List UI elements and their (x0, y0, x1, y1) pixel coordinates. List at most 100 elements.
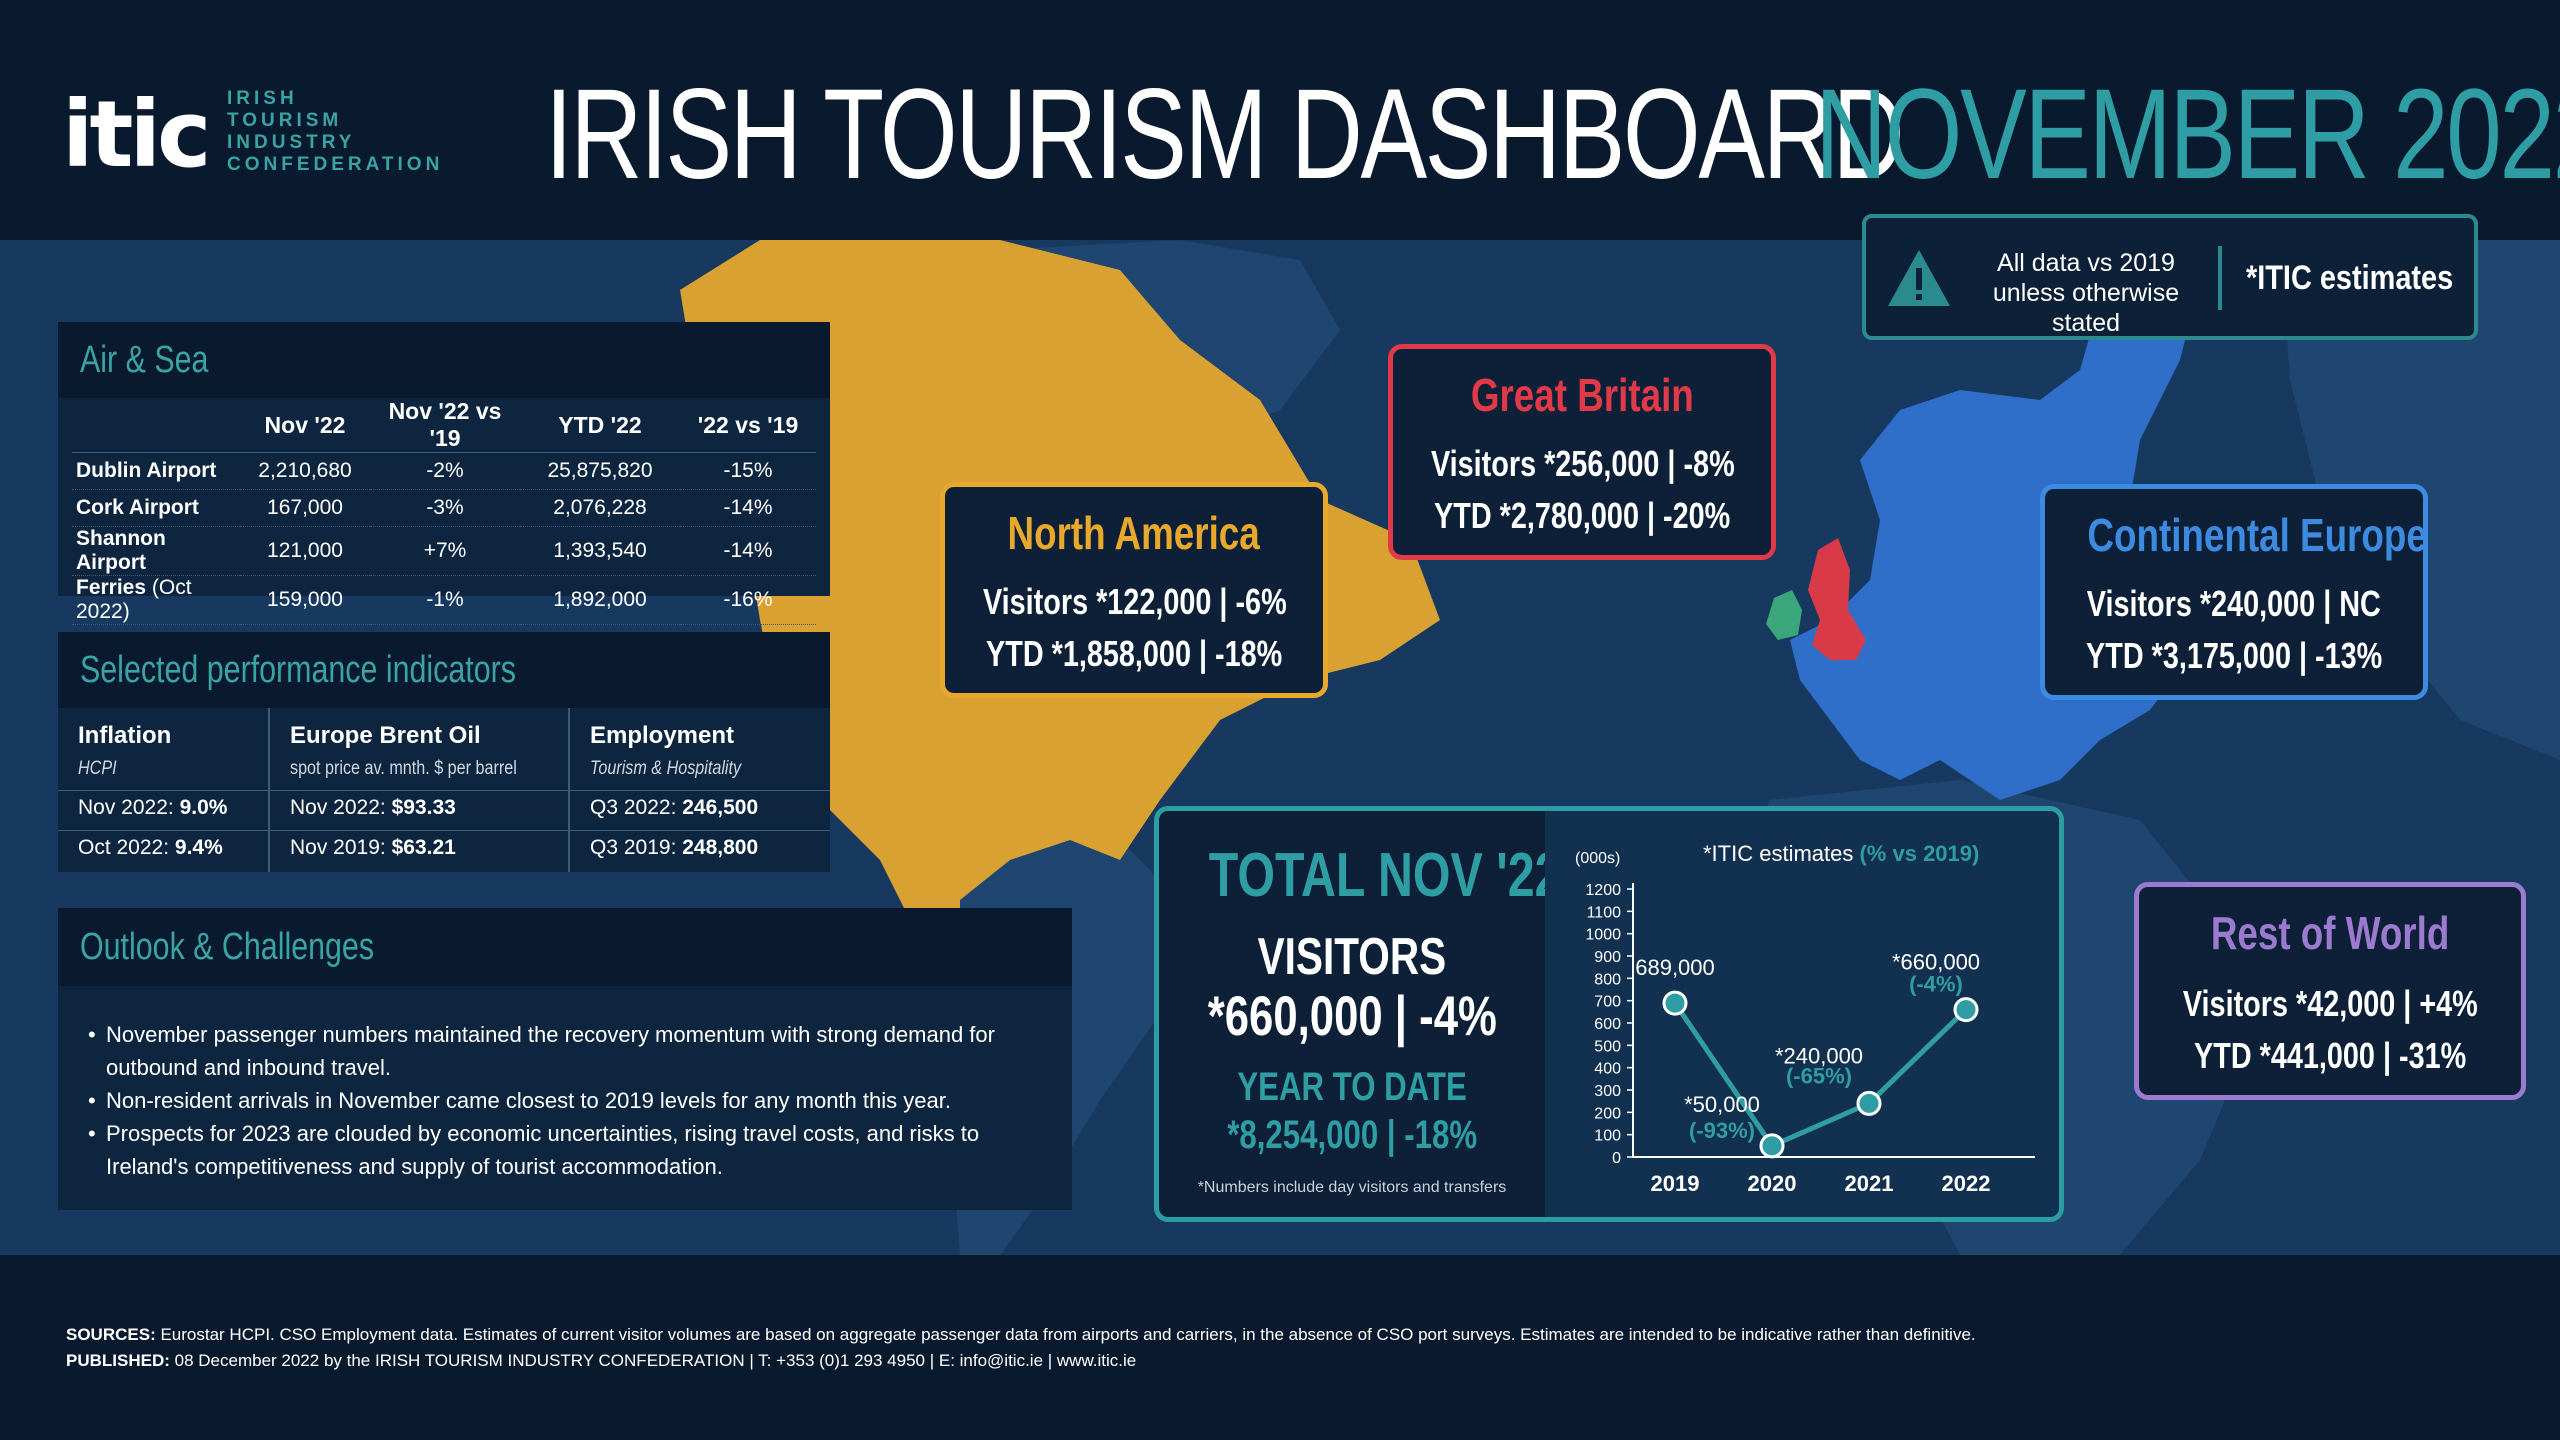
region-visitors: Visitors *240,000 | NC (2086, 583, 2382, 624)
published-note: PUBLISHED: 08 December 2022 by the IRISH… (66, 1351, 1137, 1370)
estimates-note: *ITIC estimates (2246, 259, 2454, 297)
outlook-list: November passenger numbers maintained th… (88, 1018, 1058, 1183)
indicator-subtitle: spot price av. mnth. $ per barrel (290, 758, 517, 779)
logo-mark: itic (62, 81, 212, 188)
region-name: North America (1007, 507, 1261, 559)
table-row: Ferries (Oct 2022) 159,000 -1% 1,892,000… (72, 575, 816, 625)
cell: -16% (680, 575, 816, 625)
y-axis-label: (000s) (1575, 850, 1620, 867)
indicator-value: Q3 2019: 248,800 (590, 836, 759, 859)
indicator-value: Nov 2022: $93.33 (290, 796, 456, 819)
inflation-indicator: Inflation HCPI Nov 2022: 9.0% Oct 2022: … (58, 708, 268, 872)
table-row: Shannon Airport 121,000 +7% 1,393,540 -1… (72, 526, 816, 576)
list-item: Non-resident arrivals in November came c… (88, 1084, 1058, 1117)
region-ytd: YTD *2,780,000 | -20% (1433, 495, 1731, 536)
employment-indicator: Employment Tourism & Hospitality Q3 2022… (568, 708, 830, 872)
region-visitors: Visitors *42,000 | +4% (2182, 983, 2478, 1024)
warning-icon (1888, 250, 1950, 306)
region-ytd: YTD *3,175,000 | -13% (2085, 635, 2383, 676)
chart-title-highlight: (% vs 2019) (1859, 841, 1979, 866)
indicator-subtitle: Tourism & Hospitality (590, 758, 742, 779)
cell: 1,892,000 (520, 575, 680, 625)
ytd-label: YEAR TO DATE (1237, 1065, 1467, 1109)
outlook-panel: Outlook & Challenges November passenger … (58, 908, 1072, 1210)
x-tick-label: 2019 (1651, 1171, 1700, 1196)
visitors-chart: *ITIC estimates (% vs 2019) (000s) 0 100 2… (1545, 811, 2059, 1217)
region-name: Great Britain (1470, 369, 1694, 421)
sources-note: SOURCES: Eurostar HCPI. CSO Employment d… (66, 1325, 1976, 1344)
pct-label: (-65%) (1786, 1063, 1852, 1088)
cell: 159,000 (240, 575, 370, 625)
indicator-value: Nov 2019: $63.21 (290, 836, 456, 859)
cell: 2,210,680 (240, 452, 370, 490)
cell: -1% (370, 575, 520, 625)
great-britain-shape (1808, 538, 1866, 660)
visitors-label: VISITORS (1257, 928, 1447, 986)
air-sea-table: Nov '22 Nov '22 vs '19 YTD '22 '22 vs '1… (72, 398, 816, 625)
row-label: Ferries (Oct 2022) (72, 575, 240, 625)
report-period: NOVEMBER 2022 (1815, 63, 2560, 206)
performance-panel: Selected performance indicators Inflatio… (58, 632, 830, 872)
data-label: *660,000 (1892, 950, 1980, 975)
panel-title: Selected performance indicators (58, 632, 830, 708)
ytd-value: *8,254,000 | -18% (1227, 1113, 1477, 1157)
indicator-title: Inflation (78, 722, 172, 749)
data-label: *50,000 (1684, 1092, 1760, 1117)
logo-word: IRISH (227, 88, 298, 109)
oil-indicator: Europe Brent Oil spot price av. mnth. $ … (268, 708, 568, 872)
data-label: *240,000 (1775, 1043, 1863, 1068)
logo-word: CONFEDERATION (227, 154, 444, 175)
y-tick-label: 900 (1594, 949, 1621, 966)
page-title: IRISH TOURISM DASHBOARD (545, 63, 1904, 206)
cell: +7% (370, 526, 520, 576)
cell: 121,000 (240, 526, 370, 576)
data-label: 689,000 (1635, 955, 1715, 980)
total-summary: TOTAL NOV '22 VISITORS *660,000 | -4% YE… (1159, 811, 1562, 1217)
divider (58, 830, 830, 831)
cell: 167,000 (240, 489, 370, 527)
table-row: Cork Airport 167,000 -3% 2,076,228 -14% (72, 489, 816, 527)
cell: -15% (680, 452, 816, 490)
x-tick-label: 2021 (1845, 1171, 1894, 1196)
column-header: YTD '22 (520, 398, 680, 453)
data-point (1953, 997, 1979, 1023)
y-tick-label: 1200 (1585, 882, 1621, 899)
data-point (1856, 1090, 1882, 1116)
y-tick-label: 1100 (1587, 904, 1622, 921)
logo-wordmark: IRISH TOURISM INDUSTRY CONFEDERATION (227, 88, 443, 176)
indicator-title: Employment (590, 722, 735, 749)
cell: -3% (370, 489, 520, 527)
row-label: Shannon Airport (72, 526, 240, 576)
panel-title: Outlook & Challenges (58, 908, 1072, 986)
x-tick-label: 2020 (1748, 1171, 1797, 1196)
data-point (1662, 990, 1688, 1016)
panel-title: Air & Sea (58, 322, 830, 398)
ireland-shape (1766, 590, 1802, 640)
notice-text: All data vs 2019 unless otherwise stated (1992, 249, 2180, 337)
column-header: Nov '22 (240, 398, 370, 453)
cell: -14% (680, 489, 816, 527)
region-visitors: Visitors *122,000 | -6% (982, 581, 1287, 622)
y-tick-label: 600 (1594, 1016, 1621, 1033)
region-visitors: Visitors *256,000 | -8% (1430, 443, 1735, 484)
logo-word: INDUSTRY (227, 132, 356, 153)
chart-marks: 689,000 *50,000(-93%) *240,000(-65%) *660,0… (1635, 950, 1980, 1159)
column-header: '22 vs '19 (680, 398, 816, 453)
y-tick-label: 0 (1612, 1150, 1621, 1167)
row-label: Dublin Airport (72, 452, 240, 490)
visitors-value: *660,000 | -4% (1207, 984, 1497, 1047)
header: itic IRISH TOURISM INDUSTRY CONFEDERATIO… (0, 0, 2560, 240)
air-sea-panel: Air & Sea Nov '22 Nov '22 vs '19 YTD '22… (58, 322, 830, 625)
list-item: Prospects for 2023 are clouded by econom… (88, 1117, 1058, 1183)
y-tick-label: 800 (1594, 971, 1621, 988)
itic-logo[interactable]: itic IRISH TOURISM INDUSTRY CONFEDERATIO… (62, 80, 462, 190)
y-tick-label: 700 (1594, 994, 1621, 1011)
pct-label: (-4%) (1909, 972, 1963, 997)
cell: -14% (680, 526, 816, 576)
indicator-title: Europe Brent Oil (290, 722, 481, 749)
region-north-america: North America Visitors *122,000 | -6% YT… (940, 482, 1328, 698)
divider (2218, 246, 2222, 310)
series-line (1672, 1001, 1968, 1149)
data-point (1759, 1133, 1785, 1159)
table-row: Dublin Airport 2,210,680 -2% 25,875,820 … (72, 452, 816, 490)
